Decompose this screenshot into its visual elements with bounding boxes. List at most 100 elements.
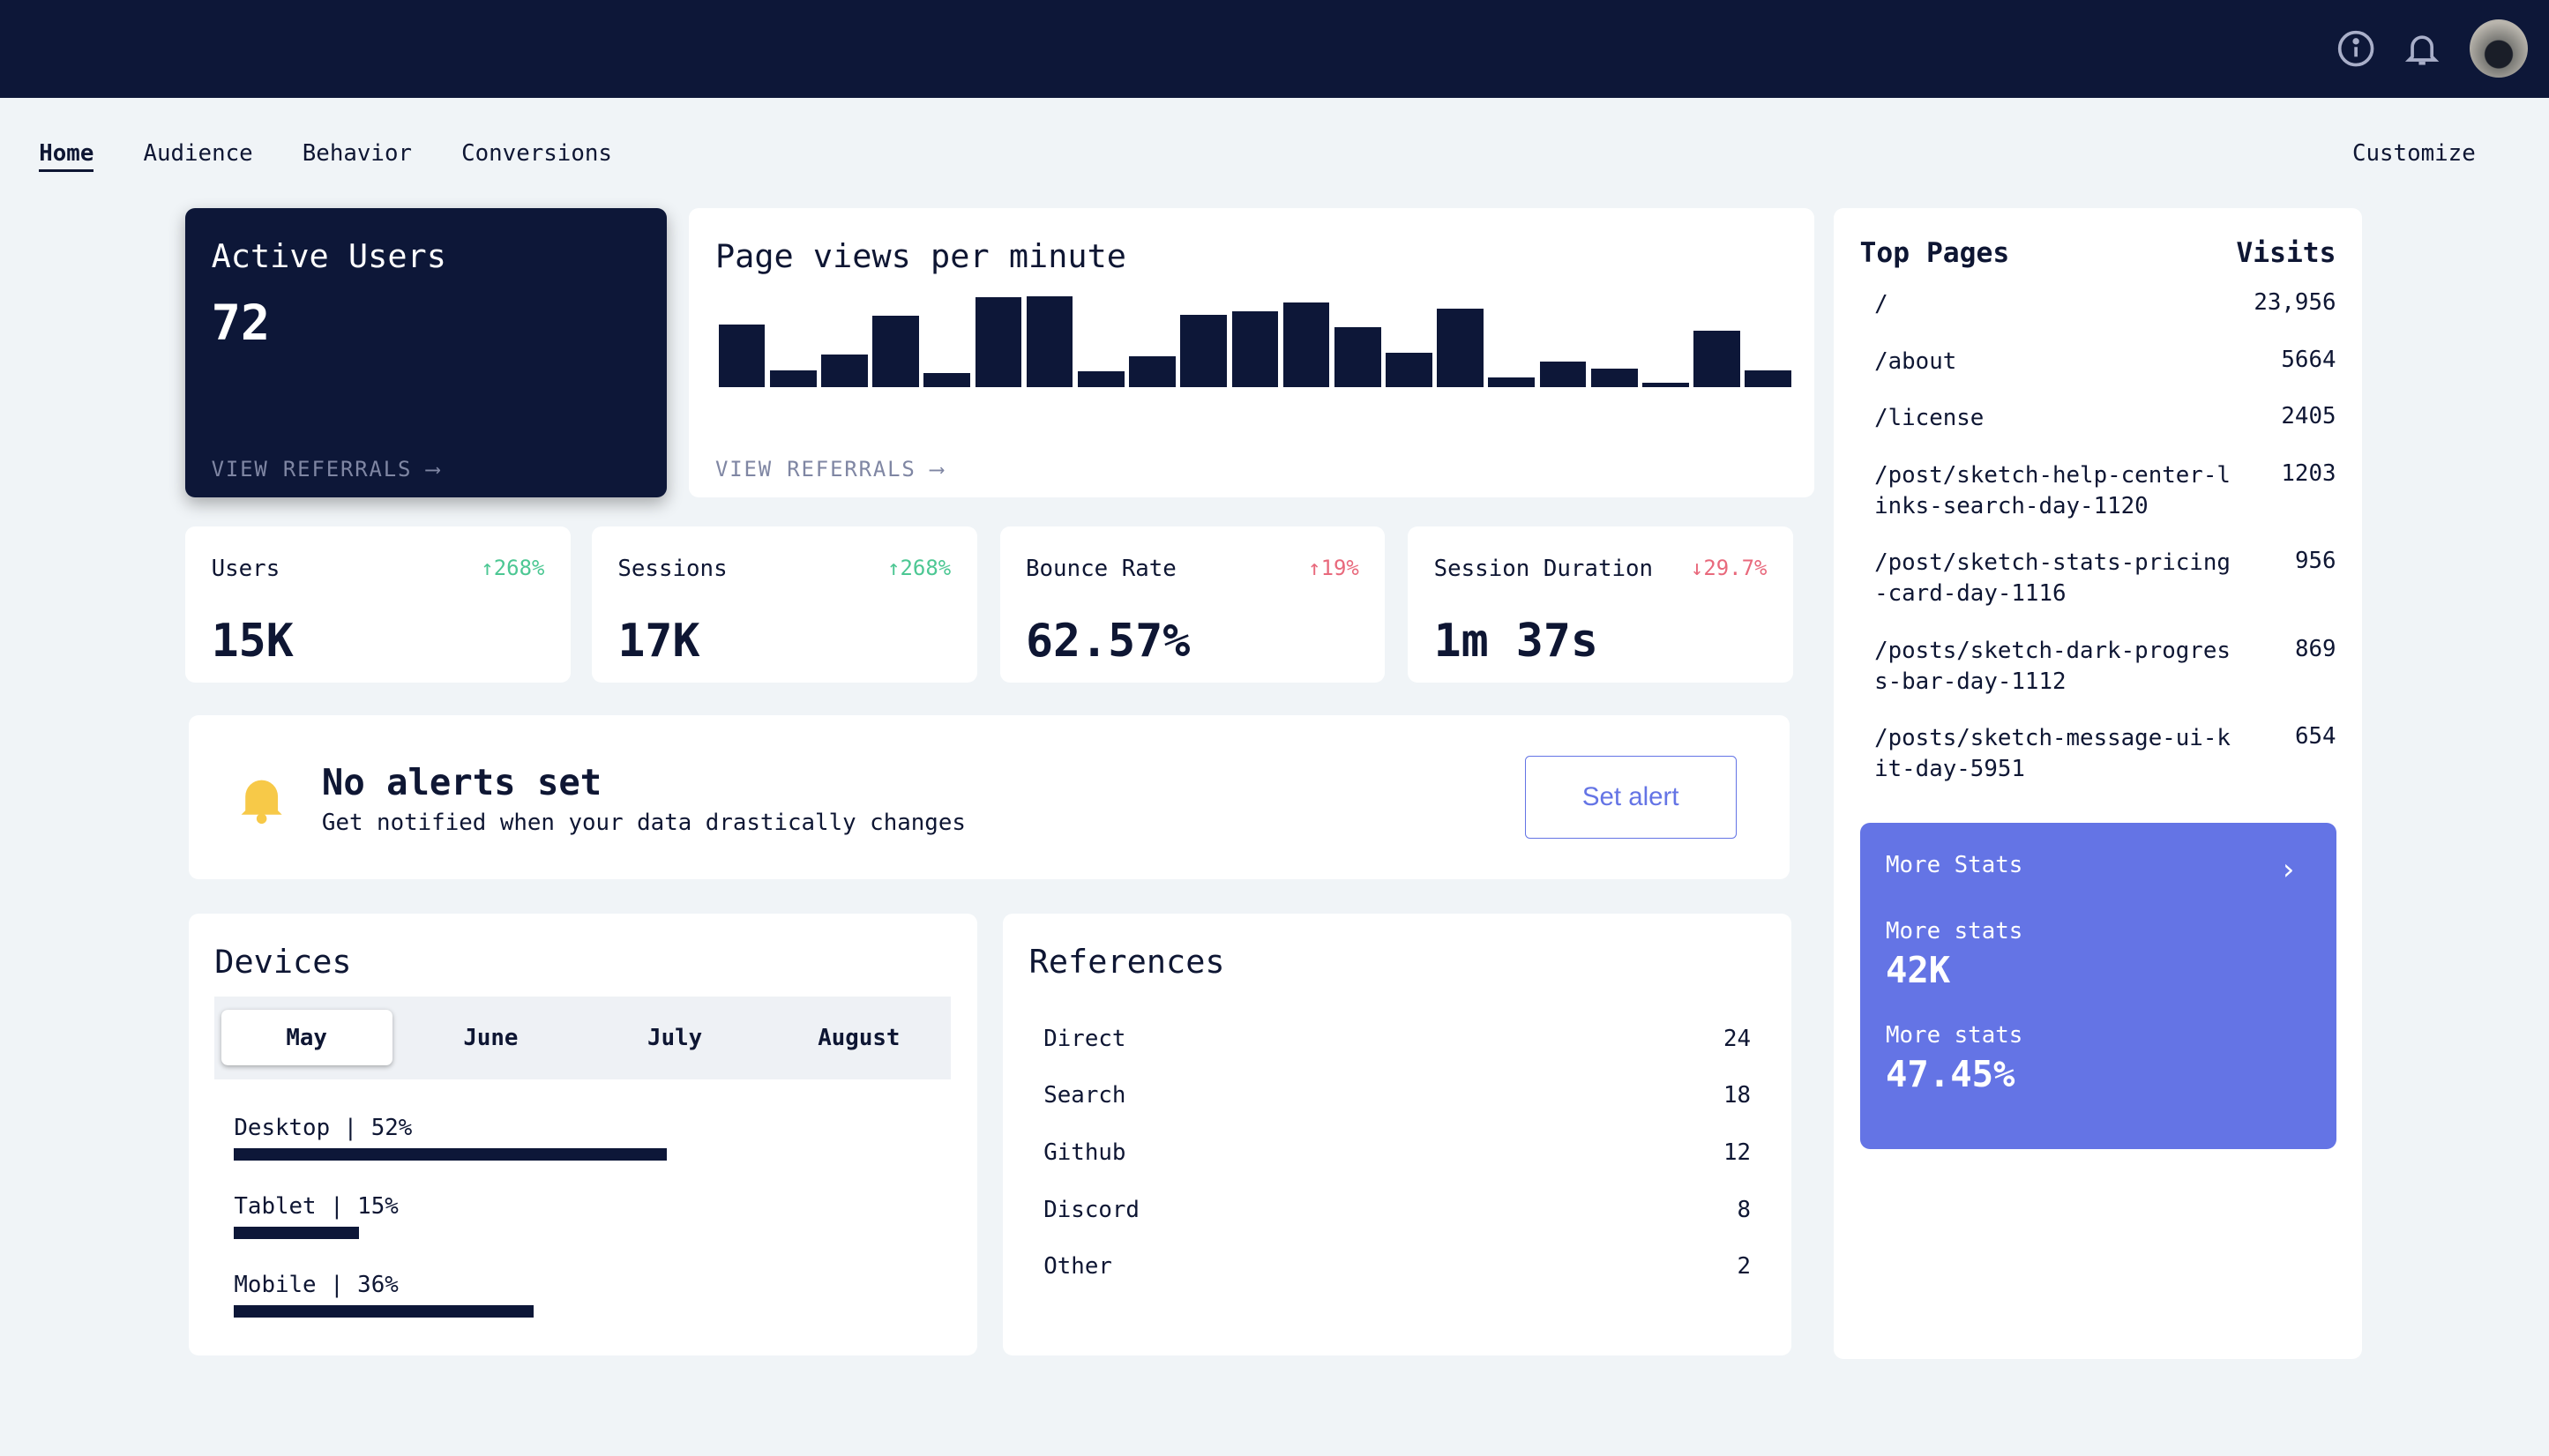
- stat-value: 62.57%: [1025, 614, 1191, 668]
- page-views-bar: [1386, 352, 1432, 387]
- reference-row: Search 18: [1043, 1082, 1751, 1109]
- month-tab-may[interactable]: May: [221, 1010, 392, 1066]
- avatar[interactable]: [2469, 19, 2528, 78]
- top-page-row[interactable]: /posts/sketch-message-ui-kit-day-5951 654: [1874, 723, 2336, 785]
- stat-value: 1m 37s: [1433, 614, 1598, 668]
- page-path: /posts/sketch-message-ui-kit-day-5951: [1874, 725, 2231, 783]
- view-referrals-link[interactable]: VIEW REFERRALS ⟶: [211, 456, 441, 482]
- customize-button[interactable]: Customize: [2351, 139, 2476, 167]
- tab-behavior[interactable]: Behavior: [302, 139, 413, 167]
- page-views-bar: [821, 354, 868, 387]
- tab-audience[interactable]: Audience: [143, 139, 253, 167]
- top-bar: [0, 0, 2549, 98]
- active-users-value: 72: [211, 295, 271, 353]
- tab-conversions[interactable]: Conversions: [461, 139, 612, 167]
- reference-name: Discord: [1043, 1196, 1140, 1223]
- reference-row: Discord 8: [1043, 1197, 1751, 1223]
- reference-row: Direct 24: [1043, 1026, 1751, 1052]
- page-views-bar: [1693, 330, 1740, 387]
- page-views-bar: [1539, 361, 1587, 387]
- info-icon[interactable]: [2336, 29, 2375, 68]
- device-item: Desktop | 52%: [234, 1115, 916, 1161]
- reference-row: Github 12: [1043, 1139, 1751, 1166]
- top-page-row[interactable]: /post/sketch-stats-pricing-card-day-1116…: [1874, 548, 2336, 609]
- devices-card: Devices May June July August Desktop | 52% T…: [188, 913, 977, 1356]
- device-label: Desktop | 52%: [234, 1115, 413, 1142]
- active-users-card: Active Users 72 VIEW REFERRALS ⟶: [185, 207, 667, 497]
- page-views-bar: [1437, 308, 1484, 387]
- more-stats-label: More stats: [1885, 1022, 2023, 1049]
- card-title: Page views per minute: [714, 237, 1126, 276]
- device-label: Tablet | 15%: [234, 1193, 399, 1221]
- page-views-bar: [718, 325, 766, 387]
- reference-count: 2: [1737, 1253, 1752, 1281]
- page-views-bar: [872, 316, 919, 387]
- page-views-bar: [1077, 370, 1125, 387]
- stat-change: ↑268%: [887, 556, 951, 580]
- top-page-row[interactable]: / 23,956: [1874, 289, 2336, 320]
- view-referrals-link[interactable]: VIEW REFERRALS ⟶: [714, 456, 946, 482]
- reference-count: 24: [1723, 1025, 1752, 1052]
- stat-label: Bounce Rate: [1025, 556, 1177, 583]
- stat-change: ↓29.7%: [1691, 556, 1768, 580]
- month-tab-july[interactable]: July: [647, 1024, 703, 1051]
- page-views-chart: [718, 289, 1792, 387]
- page-views-bar: [1231, 310, 1279, 387]
- stat-label: Sessions: [617, 556, 728, 583]
- top-page-row[interactable]: /post/sketch-help-center-links-search-da…: [1874, 460, 2336, 522]
- set-alert-button[interactable]: Set alert: [1524, 756, 1737, 840]
- page-views-bar: [1334, 326, 1381, 387]
- stat-value: 17K: [617, 614, 700, 668]
- top-page-row[interactable]: /license 2405: [1874, 403, 2336, 434]
- page-path: /: [1874, 291, 1888, 318]
- more-stats-card[interactable]: More Stats › More stats 42K More stats 4…: [1859, 822, 2336, 1150]
- month-tab-august[interactable]: August: [818, 1024, 901, 1051]
- page-visits: 956: [2294, 548, 2336, 575]
- page-visits: 23,956: [2254, 289, 2336, 317]
- alerts-title: No alerts set: [321, 760, 602, 803]
- alerts-subtitle: Get notified when your data drastically …: [321, 809, 966, 836]
- page-views-bar: [975, 296, 1022, 387]
- device-bar: [234, 1304, 534, 1318]
- reference-row: Other 2: [1043, 1253, 1751, 1280]
- top-page-row[interactable]: /posts/sketch-dark-progress-bar-day-1112…: [1874, 636, 2336, 698]
- stat-change-value: 268%: [493, 556, 545, 581]
- stat-change-value: 19%: [1320, 556, 1359, 581]
- stat-card: Sessions ↑268% 17K: [591, 526, 977, 683]
- card-title: Active Users: [211, 237, 446, 276]
- stat-label: Users: [211, 556, 280, 583]
- page-visits: 1203: [2281, 459, 2336, 487]
- reference-count: 18: [1723, 1082, 1752, 1109]
- more-stats-value: 47.45%: [1885, 1053, 2015, 1096]
- page-views-card: Page views per minute VIEW REFERRALS ⟶: [689, 207, 1814, 497]
- reference-name: Other: [1043, 1253, 1112, 1281]
- stat-card: Session Duration ↓29.7% 1m 37s: [1408, 526, 1793, 683]
- month-tab-june[interactable]: June: [463, 1024, 519, 1051]
- bell-icon: [241, 780, 282, 824]
- reference-name: Direct: [1043, 1025, 1126, 1052]
- more-stats-label: More stats: [1885, 918, 2023, 945]
- arrow-down-icon: ↓: [1690, 556, 1704, 581]
- page-visits: 5664: [2281, 346, 2336, 373]
- page-path: /license: [1874, 405, 1985, 432]
- top-page-row[interactable]: /about 5664: [1874, 347, 2336, 377]
- stat-label: Session Duration: [1433, 556, 1654, 583]
- device-item: Tablet | 15%: [234, 1193, 916, 1240]
- page-views-bar: [769, 370, 817, 387]
- page-path: /post/sketch-help-center-links-search-da…: [1874, 461, 2231, 519]
- reference-name: Github: [1043, 1139, 1126, 1166]
- page-views-bar: [1745, 370, 1792, 387]
- stat-change-value: 29.7%: [1703, 556, 1768, 581]
- more-stats-value: 42K: [1885, 949, 1951, 992]
- page-views-bar: [1642, 382, 1689, 387]
- top-pages-card: Top Pages Visits More Stats › More stats…: [1834, 207, 2363, 1359]
- page-visits: 654: [2294, 723, 2336, 750]
- page-views-bar: [1282, 302, 1330, 387]
- card-title: Devices: [214, 942, 352, 981]
- bell-icon[interactable]: [2403, 29, 2441, 68]
- page-visits: 869: [2294, 635, 2336, 662]
- stat-change: ↑19%: [1308, 556, 1359, 580]
- tab-home[interactable]: Home: [39, 139, 94, 173]
- top-pages-title: Top Pages: [1859, 237, 2010, 270]
- chevron-right-icon[interactable]: ›: [2279, 851, 2298, 886]
